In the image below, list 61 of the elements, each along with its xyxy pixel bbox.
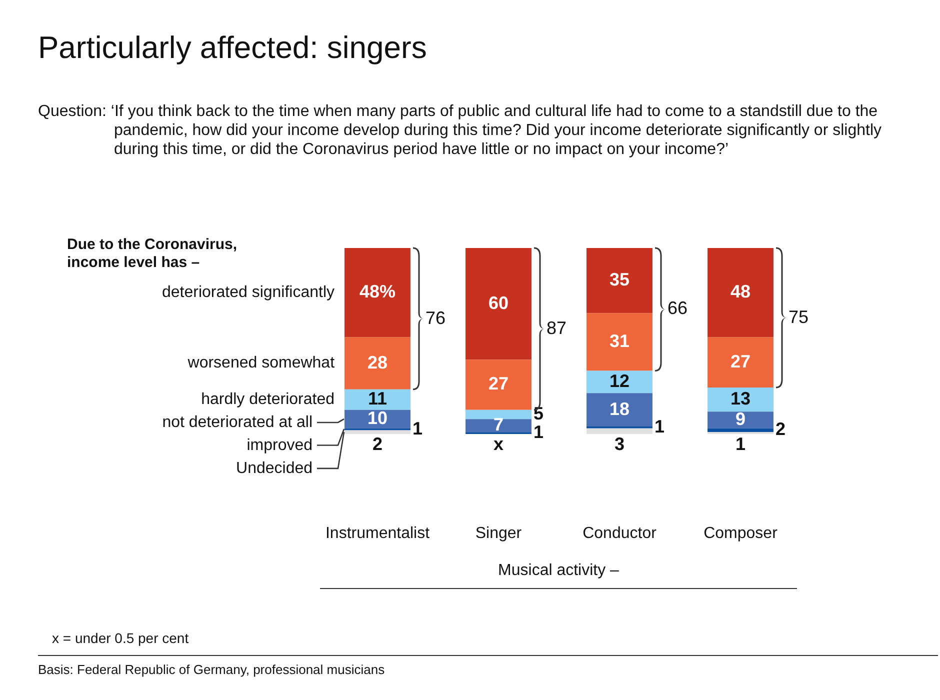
text: Undecided [236,460,313,477]
data-label: 31 [609,330,630,351]
data-label: 28 [367,352,388,372]
bar [344,389,410,410]
data-label: 2 [372,434,383,454]
data-label: 18 [609,398,630,419]
series-label: hardly deteriorated [201,390,335,408]
chart-title: Particularly affected: singers [38,30,427,66]
series-label: deteriorated significantly [162,284,335,302]
data-label: 11 [368,388,388,409]
bar [344,337,410,390]
bar [466,419,532,432]
annotation: 76 [425,308,446,329]
legend-title: Due to the Coronavirus, income level has – [67,236,238,272]
bar [466,410,532,420]
annotation: x [493,434,504,454]
x-tick-label: Singer [475,525,522,542]
bar [708,248,774,338]
text: not deteriorated at all [162,414,313,431]
bar [708,428,774,432]
data-label: 1 [533,422,544,442]
data-label: 2 [775,419,786,440]
data-label: 1 [412,418,422,438]
data-label: 1 [735,434,746,454]
annotation: 87 [546,318,566,339]
data-label: 9 [735,409,746,430]
chart-subtitle: Question: ‘If you think back to the time when many parts of public and cultural life had to come to a standstill due to the pandemic, how did your income develop during this time? Did your income deteriorate significantly or slightly during this time, or did the Coronavirus period have little or no impact on your income?’ [38,102,882,159]
data-label: 60 [488,292,509,313]
bar [708,412,774,428]
x-tick-label: Instrumentalist [325,525,430,542]
data-label: 27 [730,351,751,372]
bar [586,428,652,434]
text: Basis: Federal Republic of Germany, professional musicians [38,662,385,677]
bar [344,248,410,338]
series-label: worsened somewhat [186,354,336,372]
bar [708,337,774,388]
data-label: 12 [609,370,630,391]
bar [466,360,532,410]
bar [586,370,652,394]
data-label: 3 [614,434,625,454]
text: improved [246,436,313,454]
x-tick-label: Conductor [582,525,658,542]
bar [466,248,532,360]
data-label: 10 [367,408,388,428]
text: x = under 0.5 per cent [52,630,189,646]
x-tick-label: Composer [704,525,778,542]
data-label: 48% [359,282,396,302]
bar [586,393,652,427]
bar [586,248,652,314]
data-label: 27 [488,374,509,394]
x-axis-title: Musical activity – [320,562,797,589]
data-label: 35 [609,270,630,290]
data-label: 7 [493,414,504,435]
bar [344,430,410,434]
bar [708,388,774,412]
bar [586,313,652,371]
annotation: 66 [667,298,688,320]
data-label: 13 [730,388,751,409]
annotation: 75 [788,306,808,328]
data-label: 1 [654,416,664,436]
data-label: 48 [730,282,751,302]
